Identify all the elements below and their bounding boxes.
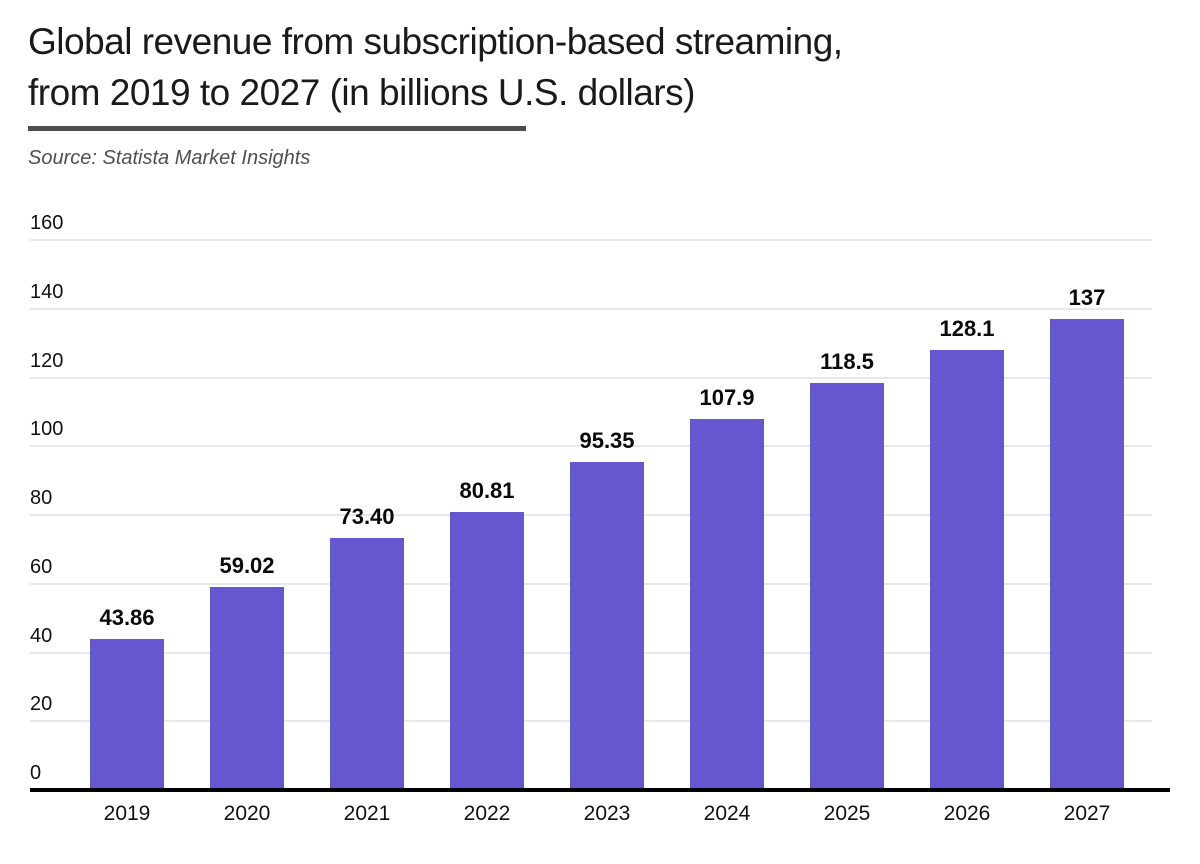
- gridline-y-120: [30, 376, 1152, 379]
- y-axis-tick-label-100: 100: [30, 418, 64, 441]
- bar-2026: [930, 349, 1004, 790]
- x-axis-tick-label-2020: 2020: [223, 802, 271, 825]
- x-axis-tick-label-2024: 2024: [703, 802, 751, 825]
- y-axis-tick-label-60: 60: [30, 555, 53, 578]
- gridline-y-100: [30, 445, 1152, 448]
- chart-title-line2: from 2019 to 2027 (in billions U.S. doll…: [28, 72, 695, 113]
- bar-value-label-2021: 73.40: [339, 503, 395, 529]
- bar-2025: [810, 382, 884, 790]
- bar-value-label-2025: 118.5: [820, 348, 874, 374]
- bar-chart-plot-area: 0 20 40 60 80 100 120 140 160 43.86 2019 59.02 2020 7…: [30, 212, 1170, 825]
- source-caption: Source: Statista Market Insights: [28, 147, 311, 169]
- bar-2027: [1050, 319, 1124, 790]
- chart-title-line1: Global revenue from subscription-based s…: [28, 21, 843, 62]
- title-underline-divider: [28, 126, 526, 131]
- x-axis-tick-label-2027: 2027: [1063, 802, 1111, 825]
- bar-2024: [690, 419, 764, 790]
- bar-2019: [90, 639, 164, 790]
- bar-value-label-2019: 43.86: [99, 605, 155, 631]
- x-axis-tick-label-2019: 2019: [103, 802, 151, 825]
- bar-value-label-2023: 95.35: [579, 428, 635, 454]
- bar-value-label-2020: 59.02: [219, 553, 275, 579]
- x-axis-line: [30, 788, 1170, 792]
- x-axis-tick-label-2025: 2025: [823, 802, 871, 825]
- y-axis-tick-label-0: 0: [30, 762, 42, 784]
- bar-value-label-2027: 137: [1068, 285, 1106, 311]
- y-axis-tick-label-120: 120: [30, 349, 64, 372]
- bar-value-label-2026: 128.1: [939, 315, 995, 341]
- x-axis-tick-label-2026: 2026: [943, 802, 991, 825]
- bar-value-label-2022: 80.81: [459, 478, 515, 504]
- bar-value-label-2024: 107.9: [699, 385, 755, 411]
- bar-2020: [210, 587, 284, 790]
- y-axis-tick-label-20: 20: [30, 693, 53, 716]
- chart-title: Global revenue from subscription-based s…: [28, 16, 1148, 118]
- bar-2021: [330, 537, 404, 790]
- x-axis-tick-label-2023: 2023: [583, 802, 631, 825]
- bar-2022: [450, 512, 524, 790]
- y-axis-tick-label-160: 160: [30, 212, 64, 234]
- x-axis-tick-label-2021: 2021: [343, 802, 391, 825]
- x-axis-tick-label-2022: 2022: [463, 802, 511, 825]
- gridline-y-140: [30, 307, 1152, 310]
- y-axis-tick-label-140: 140: [30, 280, 64, 303]
- y-axis-tick-label-80: 80: [30, 487, 53, 509]
- bar-2023: [570, 462, 644, 790]
- y-axis-tick-label-40: 40: [30, 624, 53, 647]
- gridline-y-160: [30, 239, 1152, 241]
